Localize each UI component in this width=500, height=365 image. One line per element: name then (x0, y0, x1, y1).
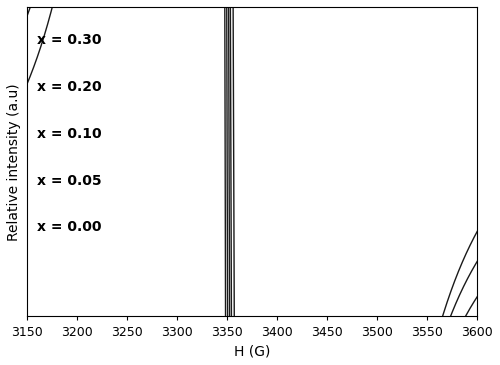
X-axis label: H (G): H (G) (234, 344, 270, 358)
Text: x = 0.05: x = 0.05 (36, 173, 101, 188)
Text: x = 0.30: x = 0.30 (36, 33, 101, 47)
Y-axis label: Relative intensity (a.u): Relative intensity (a.u) (7, 83, 21, 241)
Text: x = 0.00: x = 0.00 (36, 220, 101, 234)
Text: x = 0.10: x = 0.10 (36, 127, 101, 141)
Text: x = 0.20: x = 0.20 (36, 80, 101, 94)
